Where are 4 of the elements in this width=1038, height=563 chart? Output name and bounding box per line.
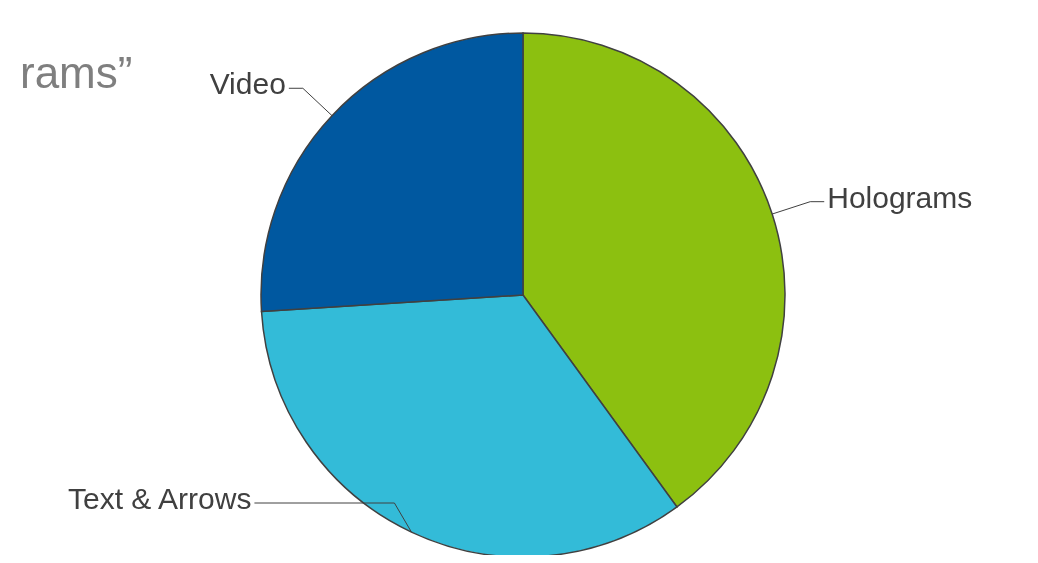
slice-label: Video [209, 67, 286, 101]
slice-label: Holograms [827, 180, 973, 214]
slice-label: Text & Arrows [68, 482, 252, 515]
chart-title: rams” [20, 48, 133, 98]
